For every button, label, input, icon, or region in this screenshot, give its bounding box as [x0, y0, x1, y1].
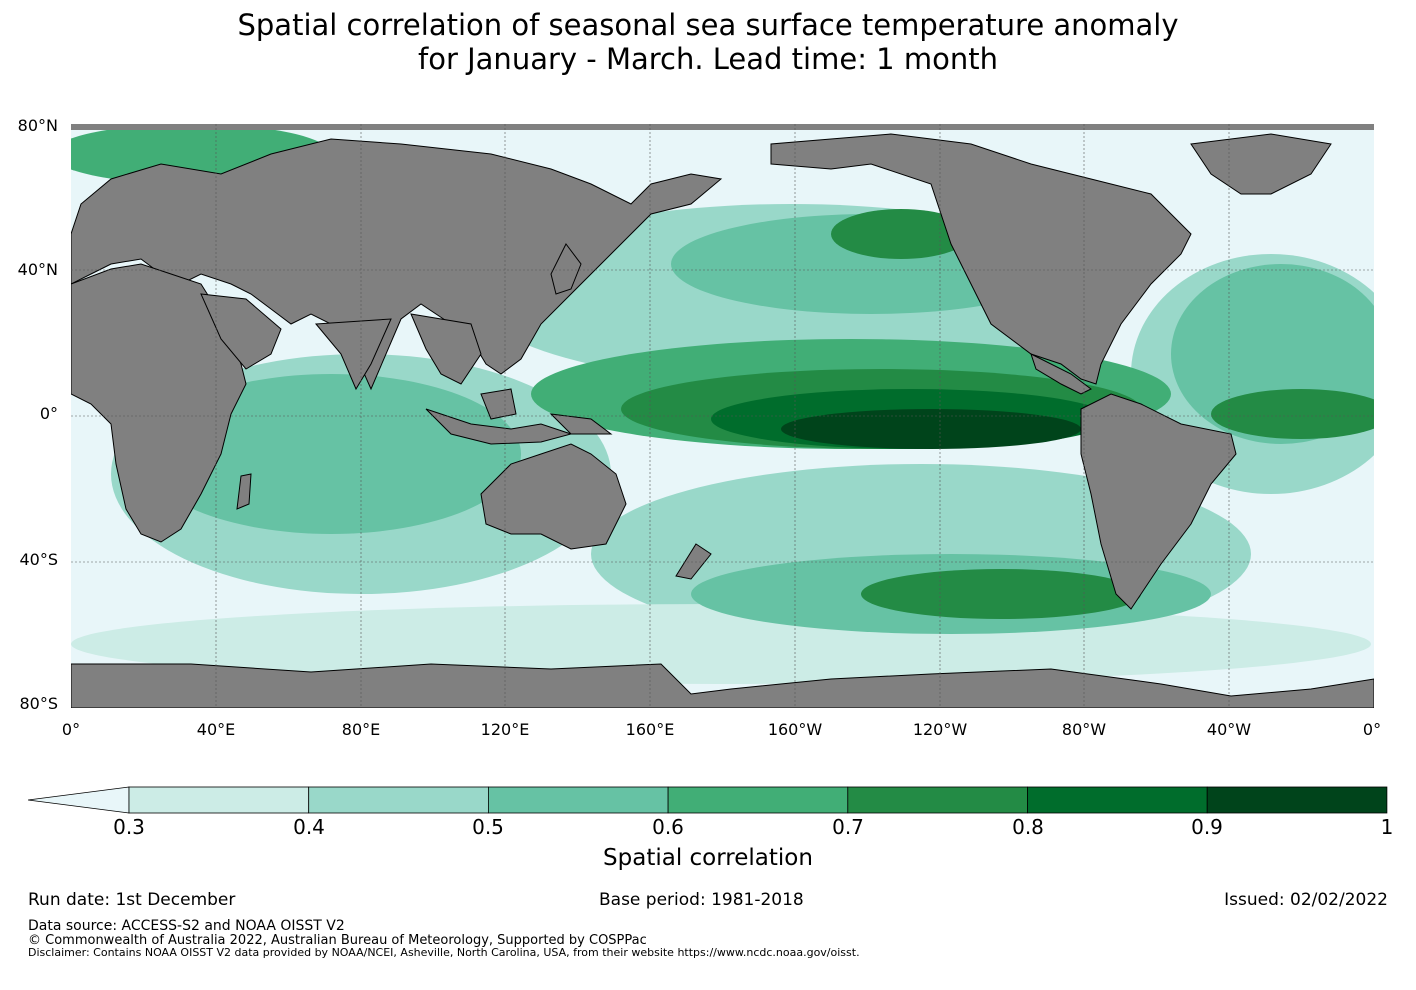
copyright-notice: © Commonwealth of Australia 2022, Austra… — [28, 933, 647, 948]
colorbar-segment — [667, 786, 849, 814]
new-zealand — [675, 543, 712, 580]
greenland — [1190, 133, 1332, 195]
lon-label-160w: 160°W — [767, 720, 823, 739]
colorbar-segment — [1027, 786, 1208, 814]
colorbar-tick: 0.3 — [113, 815, 145, 839]
colorbar-tick: 0.9 — [1191, 815, 1223, 839]
colorbar-segment — [487, 786, 669, 814]
issued-date: Issued: 02/02/2022 — [1224, 890, 1388, 910]
colorbar-tick: 0.8 — [1012, 815, 1044, 839]
run-date: Run date: 1st December — [28, 890, 236, 910]
lat-label-40n: 40°N — [17, 260, 58, 279]
zone-atlantic-equator — [1211, 389, 1374, 439]
zone-indian-mid — [141, 374, 521, 534]
disclaimer: Disclaimer: Contains NOAA OISST V2 data … — [28, 946, 860, 959]
borneo — [480, 388, 517, 420]
colorbar-tick: 1 — [1380, 815, 1394, 839]
colorbar-tick: 0.5 — [472, 815, 504, 839]
lon-label-0-left: 0° — [61, 720, 81, 739]
lon-label-40e: 40°E — [196, 720, 236, 739]
colorbar-segment — [128, 786, 310, 814]
zone-south-pacific-dark — [861, 569, 1141, 619]
se-asia — [410, 313, 482, 385]
chart-title: Spatial correlation of seasonal sea surf… — [0, 8, 1416, 76]
madagascar — [236, 473, 252, 510]
colorbar-label: Spatial correlation — [603, 845, 813, 871]
arctic-rim — [71, 124, 1374, 130]
lon-label-120w: 120°W — [912, 720, 968, 739]
lon-label-80w: 80°W — [1061, 720, 1107, 739]
south-america — [1080, 393, 1237, 610]
lon-label-40w: 40°W — [1206, 720, 1252, 739]
lon-label-0-right: 0° — [1362, 720, 1382, 739]
colorbar — [28, 786, 1388, 814]
north-america — [770, 133, 1192, 385]
lat-label-80s: 80°S — [19, 694, 58, 713]
japan — [550, 243, 582, 295]
base-period: Base period: 1981-2018 — [599, 890, 804, 910]
lat-label-0: 0° — [39, 404, 58, 423]
data-source: Data source: ACCESS-S2 and NOAA OISST V2 — [28, 918, 345, 934]
title-line-1: Spatial correlation of seasonal sea surf… — [237, 8, 1179, 42]
correlation-map — [71, 124, 1374, 708]
zone-tropical-pacific-4 — [781, 409, 1081, 449]
central-america — [1030, 353, 1092, 395]
colorbar-tick: 0.6 — [652, 815, 684, 839]
zone-gulf-alaska — [831, 209, 971, 259]
colorbar-segment — [1206, 786, 1388, 814]
australia — [480, 443, 627, 550]
new-guinea — [549, 413, 613, 435]
india — [314, 318, 392, 391]
gridlines — [71, 124, 1374, 708]
colorbar-extend-low — [28, 786, 130, 814]
lon-label-160e: 160°E — [625, 720, 675, 739]
colorbar-tick: 0.4 — [293, 815, 325, 839]
antarctica — [71, 663, 1374, 708]
lat-label-40s: 40°S — [19, 550, 58, 569]
arabia — [200, 293, 282, 370]
colorbar-tick: 0.7 — [832, 815, 864, 839]
title-line-2: for January - March. Lead time: 1 month — [418, 42, 998, 76]
lon-label-80e: 80°E — [341, 720, 381, 739]
correlation-field — [71, 124, 1374, 684]
lon-label-120e: 120°E — [480, 720, 530, 739]
eurasia — [71, 138, 723, 391]
land-masses — [71, 124, 1374, 708]
colorbar-segment — [308, 786, 489, 814]
africa — [71, 263, 247, 543]
colorbar-segment — [847, 786, 1028, 814]
lat-label-80n: 80°N — [17, 116, 58, 135]
